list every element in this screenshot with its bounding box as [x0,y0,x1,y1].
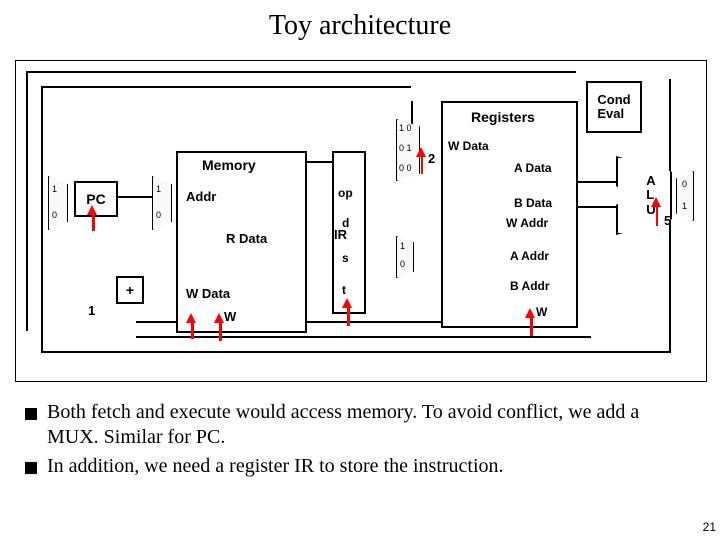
mux-label: 1 [400,242,405,251]
ir-block: IR [332,151,366,314]
wire-pc-clk [92,213,95,231]
mem-w-label: W [224,309,236,324]
reg-bdata: B Data [514,196,552,210]
mux-mem-addr: 1 0 [152,176,172,230]
cond-eval-label: Cond Eval [597,93,630,122]
wire-op [421,156,423,174]
mux-label: 0 0 [399,164,412,173]
cond-eval-block: Cond Eval [586,81,642,133]
bullet-text: Both fetch and execute would access memo… [47,400,695,450]
mux-waddr: 1 0 [396,236,414,278]
mux-pc: 1 0 [48,176,68,230]
arrow-reg-ir [342,298,352,308]
const-one: 1 [88,303,95,318]
registers-title: Registers [471,109,535,125]
bullet-text: In addition, we need a register IR to st… [47,454,504,479]
arrow-pc-clk [87,205,97,215]
slide-number: 21 [703,520,716,534]
mux-label: 0 [400,260,405,269]
mux-label: 0 [52,211,57,220]
plus-label: + [126,282,134,298]
mux-label: 1 0 [399,124,412,133]
arrow-op [416,147,426,157]
arrow-mem-w [214,313,224,323]
wire-reg-ir [347,306,350,326]
arrow-reg-w [525,308,535,318]
bullet-marker-icon [25,408,37,420]
mux-label: 0 [156,211,161,220]
mux-alu-out: 0 1 [676,171,694,221]
reg-adata: A Data [514,161,552,175]
reg-baddr: B Addr [510,279,550,293]
mux-label: 1 [156,185,161,194]
mux-label: 0 [682,180,687,189]
mem-addr-label: Addr [186,189,216,204]
registers-block: Registers [441,101,578,328]
alu-label: A L U [646,174,655,217]
ir-d: d [342,216,349,230]
const-two: 2 [428,151,435,166]
reg-w: W [536,305,547,319]
arrow-memw-addr [186,313,196,323]
arrow-alu [651,197,661,207]
reg-wdata: W Data [448,139,489,153]
mem-rdata-label: R Data [226,231,267,246]
ir-t: t [342,283,346,297]
wire-reg-w [530,316,533,336]
wire-memw-addr [191,321,194,339]
mux-label: 1 [682,202,687,211]
mux-label: 1 [52,185,57,194]
reg-aaddr: A Addr [510,249,549,263]
bullet-item: In addition, we need a register IR to st… [25,454,695,479]
bullet-list: Both fetch and execute would access memo… [25,400,695,483]
mem-wdata-label: W Data [186,286,230,301]
architecture-diagram: 1 0 PC + 1 1 0 Memory Addr R Data W Data… [15,60,707,382]
wire-mem-w [219,321,222,341]
reg-waddr: W Addr [506,216,548,230]
ir-s: s [342,251,349,265]
mux-label: 0 1 [399,144,412,153]
memory-title: Memory [202,157,256,173]
const-five: 5 [664,213,671,228]
bullet-item: Both fetch and execute would access memo… [25,400,695,450]
slide-title: Toy architecture [0,10,720,42]
adder: + [116,276,144,304]
bullet-marker-icon [25,462,37,474]
ir-op: op [338,186,353,200]
wire-alu [656,206,658,226]
